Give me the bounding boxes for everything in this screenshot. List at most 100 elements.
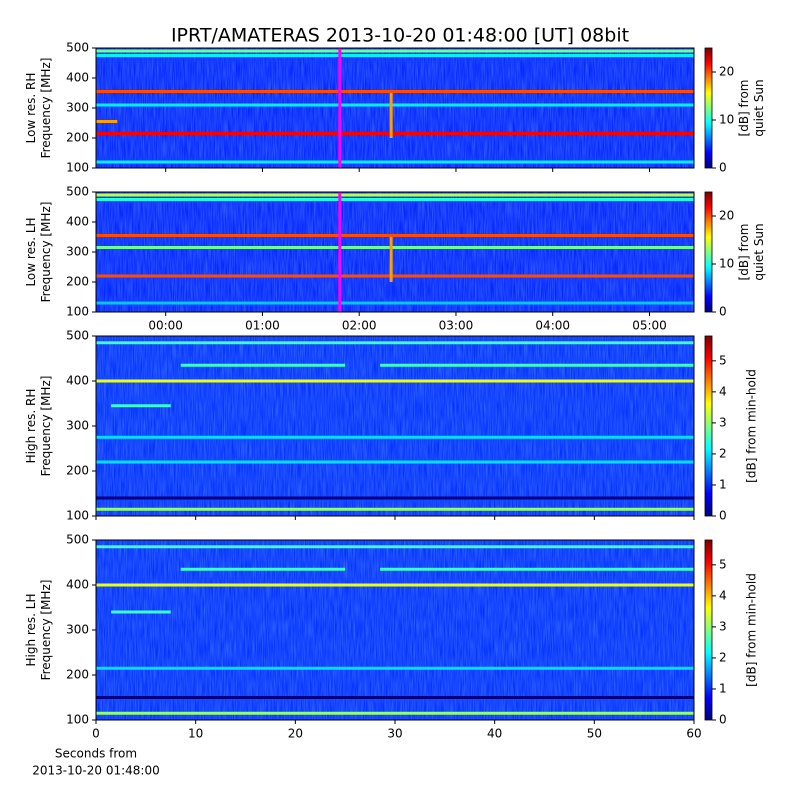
- frequency-band: [96, 198, 694, 201]
- y-tick-label: 500: [66, 533, 89, 547]
- noise-texture: [96, 48, 694, 168]
- colorbar-tick-label: 0: [719, 713, 727, 727]
- y-axis-label: Frequency [MHz]: [39, 376, 53, 477]
- x-tick-label: 30: [387, 727, 402, 741]
- y-tick-label: 400: [66, 215, 89, 229]
- colorbar-label: [dB] from: [737, 80, 751, 137]
- noise-texture: [96, 192, 694, 312]
- x-axis-label: Seconds from: [55, 747, 137, 761]
- noise-texture: [96, 336, 694, 516]
- colorbar-tick-label: 20: [719, 209, 734, 223]
- colorbar-label: quiet Sun: [752, 79, 766, 136]
- y-tick-label: 400: [66, 374, 89, 388]
- noise-texture: [96, 540, 694, 720]
- x-tick-label: 05:00: [632, 319, 667, 333]
- frequency-band: [96, 583, 694, 587]
- x-tick-label: 01:00: [245, 319, 280, 333]
- colorbar-tick-label: 10: [719, 113, 734, 127]
- y-tick-label: 400: [66, 578, 89, 592]
- colorbar-tick-label: 0: [719, 161, 727, 175]
- frequency-band: [96, 274, 694, 278]
- frequency-band: [96, 120, 118, 123]
- colorbar-tick-label: 5: [719, 557, 727, 571]
- burst: [389, 237, 393, 282]
- colorbar-label: quiet Sun: [752, 223, 766, 280]
- frequency-band: [380, 363, 694, 367]
- y-tick-label: 100: [66, 509, 89, 523]
- y-tick-label: 100: [66, 713, 89, 727]
- x-axis-label: 2013-10-20 01:48:00: [32, 764, 159, 778]
- x-tick-label: 60: [686, 727, 701, 741]
- frequency-band: [96, 545, 694, 549]
- colorbar-tick-label: 10: [719, 257, 734, 271]
- x-tick-label: 04:00: [535, 319, 570, 333]
- y-tick-label: 100: [66, 161, 89, 175]
- frequency-band: [96, 696, 694, 699]
- colorbar: [704, 191, 713, 313]
- colorbar-tick-label: 0: [719, 305, 727, 319]
- colorbar-tick-label: 3: [719, 619, 727, 633]
- colorbar: [704, 335, 713, 517]
- y-axis-label: High res. RH: [24, 389, 38, 464]
- y-axis-label: Low res. RH: [24, 73, 38, 144]
- colorbar-tick-label: 3: [719, 415, 727, 429]
- colorbar: [704, 539, 713, 721]
- frequency-band: [180, 363, 346, 367]
- colorbar-label: [dB] from min-hold: [745, 573, 759, 687]
- frequency-band: [96, 460, 694, 464]
- colorbar-tick-label: 4: [719, 588, 727, 602]
- x-tick-label: 10: [188, 727, 203, 741]
- colorbar-tick-label: 2: [719, 446, 727, 460]
- frequency-band: [96, 234, 694, 237]
- y-axis-label: Frequency [MHz]: [39, 580, 53, 681]
- y-tick-label: 200: [66, 668, 89, 682]
- y-axis-label: Low res. LH: [24, 217, 38, 286]
- y-axis-label: Frequency [MHz]: [39, 58, 53, 159]
- y-tick-label: 500: [66, 185, 89, 199]
- colorbar-tick-label: 1: [719, 681, 727, 695]
- y-tick-label: 500: [66, 329, 89, 343]
- x-tick-label: 00:00: [148, 319, 183, 333]
- y-tick-label: 300: [66, 623, 89, 637]
- frequency-band: [180, 567, 346, 571]
- frequency-band: [96, 435, 694, 439]
- y-tick-label: 200: [66, 131, 89, 145]
- chart-title: IPRT/AMATERAS 2013-10-20 01:48:00 [UT] 0…: [171, 25, 629, 47]
- burst: [389, 93, 393, 138]
- y-tick-label: 300: [66, 245, 89, 259]
- y-tick-label: 400: [66, 71, 89, 85]
- frequency-band: [96, 711, 694, 715]
- frequency-band: [96, 193, 694, 197]
- y-tick-label: 300: [66, 419, 89, 433]
- frequency-band: [96, 246, 694, 249]
- colorbar: [704, 47, 713, 169]
- frequency-band: [96, 507, 694, 511]
- frequency-band: [96, 379, 694, 383]
- colorbar-tick-label: 5: [719, 353, 727, 367]
- frequency-band: [96, 160, 694, 164]
- frequency-band: [96, 132, 694, 135]
- colorbar-label: [dB] from: [737, 224, 751, 281]
- colorbar-tick-label: 1: [719, 477, 727, 491]
- frequency-band: [380, 567, 694, 571]
- frequency-band: [96, 496, 694, 500]
- x-tick-label: 50: [587, 727, 602, 741]
- frequency-band: [110, 610, 171, 614]
- colorbar-tick-label: 2: [719, 650, 727, 664]
- x-tick-label: 40: [487, 727, 502, 741]
- colorbar-tick-label: 4: [719, 384, 727, 398]
- y-tick-label: 200: [66, 464, 89, 478]
- frequency-band: [96, 301, 694, 305]
- frequency-band: [110, 404, 171, 408]
- y-tick-label: 500: [66, 41, 89, 55]
- frequency-band: [96, 90, 694, 93]
- frequency-band: [96, 103, 694, 107]
- y-axis-label: Frequency [MHz]: [39, 202, 53, 303]
- frequency-band: [96, 341, 694, 345]
- y-tick-label: 300: [66, 101, 89, 115]
- frequency-band: [96, 49, 694, 53]
- x-tick-label: 0: [92, 727, 100, 741]
- colorbar-tick-label: 20: [719, 65, 734, 79]
- frequency-band: [96, 54, 694, 57]
